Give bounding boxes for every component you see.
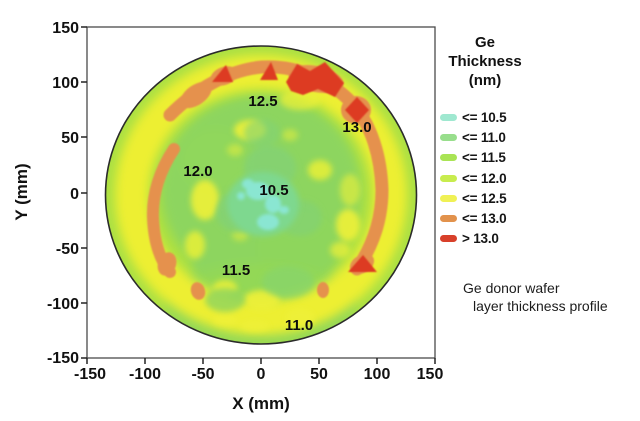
legend-label: <= 13.0 — [462, 211, 507, 227]
caption-line1: Ge donor wafer — [463, 280, 560, 296]
legend-label: <= 10.5 — [462, 109, 507, 125]
y-tick-50: 50 — [61, 130, 79, 147]
legend-row: <= 11.5 — [433, 148, 559, 168]
red-patches — [212, 62, 377, 272]
x-tick--150: -150 — [74, 366, 106, 383]
y-tick--50: -50 — [56, 241, 79, 258]
contour-label-10.5: 10.5 — [259, 182, 288, 199]
axis-ticks — [81, 26, 436, 364]
legend-swatch-11.5 — [440, 154, 457, 162]
legend-title-line1: Ge — [474, 34, 495, 51]
y-axis-title: Y (mm) — [12, 163, 31, 220]
legend-swatch-10.5 — [440, 113, 457, 121]
x-tick-100: 100 — [364, 366, 391, 383]
caption: Ge donor wafer layer thickness profile — [463, 280, 639, 315]
y-tick--150: -150 — [47, 350, 79, 367]
legend-title-line3: (nm) — [468, 72, 502, 89]
legend-row: > 13.0 — [433, 229, 559, 249]
x-tick-0: 0 — [257, 366, 266, 383]
x-tick-50: 50 — [310, 366, 328, 383]
contour-labels: 12.5 13.0 12.0 10.5 11.5 11.0 — [183, 93, 371, 334]
legend-swatch-12.5 — [440, 194, 457, 202]
y-tick-100: 100 — [52, 75, 79, 92]
caption-line2: layer thickness profile — [473, 297, 608, 314]
center-cyan-zone — [227, 172, 299, 236]
legend-swatch-13.0 — [440, 215, 457, 223]
legend-swatch-12.0 — [440, 174, 457, 182]
y-tick-labels: 150 100 50 0 -50 -100 -150 — [47, 20, 79, 367]
legend-label: <= 12.5 — [462, 190, 507, 206]
contour-label-12.5: 12.5 — [248, 93, 277, 110]
legend-row: <= 12.0 — [433, 168, 559, 188]
y-tick-150: 150 — [52, 20, 79, 37]
x-tick-150: 150 — [417, 366, 444, 383]
legend-entries: <= 10.5 <= 11.0 <= 11.5 <= 12.0 <= 12.5 … — [433, 107, 559, 249]
legend-label: <= 12.0 — [462, 170, 507, 186]
y-tick--100: -100 — [47, 296, 79, 313]
x-axis-title: X (mm) — [232, 394, 290, 413]
legend-label: > 13.0 — [462, 231, 499, 247]
legend-row: <= 13.0 — [433, 208, 559, 228]
legend-swatch-over-13.0 — [440, 235, 457, 243]
x-tick-labels: -150 -100 -50 0 50 100 150 — [74, 366, 443, 383]
wafer-outline — [104, 45, 418, 345]
contour-label-12.0: 12.0 — [183, 163, 212, 180]
contour-label-11.0: 11.0 — [285, 317, 313, 334]
contour-label-13.0: 13.0 — [342, 119, 371, 136]
x-tick--50: -50 — [191, 366, 214, 383]
y-tick-0: 0 — [70, 186, 79, 203]
wafer-map — [105, 46, 417, 344]
legend-swatch-11.0 — [440, 133, 457, 141]
legend-title: Ge Thickness (nm) — [433, 33, 537, 90]
legend-row: <= 10.5 — [433, 107, 559, 127]
legend-title-line2: Thickness — [448, 53, 522, 70]
legend-label: <= 11.0 — [462, 129, 506, 145]
legend-label: <= 11.5 — [462, 150, 506, 166]
legend-row: <= 12.5 — [433, 188, 559, 208]
legend: Ge Thickness (nm) <= 10.5 <= 11.0 <= 11.… — [433, 33, 559, 249]
legend-row: <= 11.0 — [433, 127, 559, 147]
x-tick--100: -100 — [129, 366, 161, 383]
contour-label-11.5: 11.5 — [222, 262, 250, 279]
